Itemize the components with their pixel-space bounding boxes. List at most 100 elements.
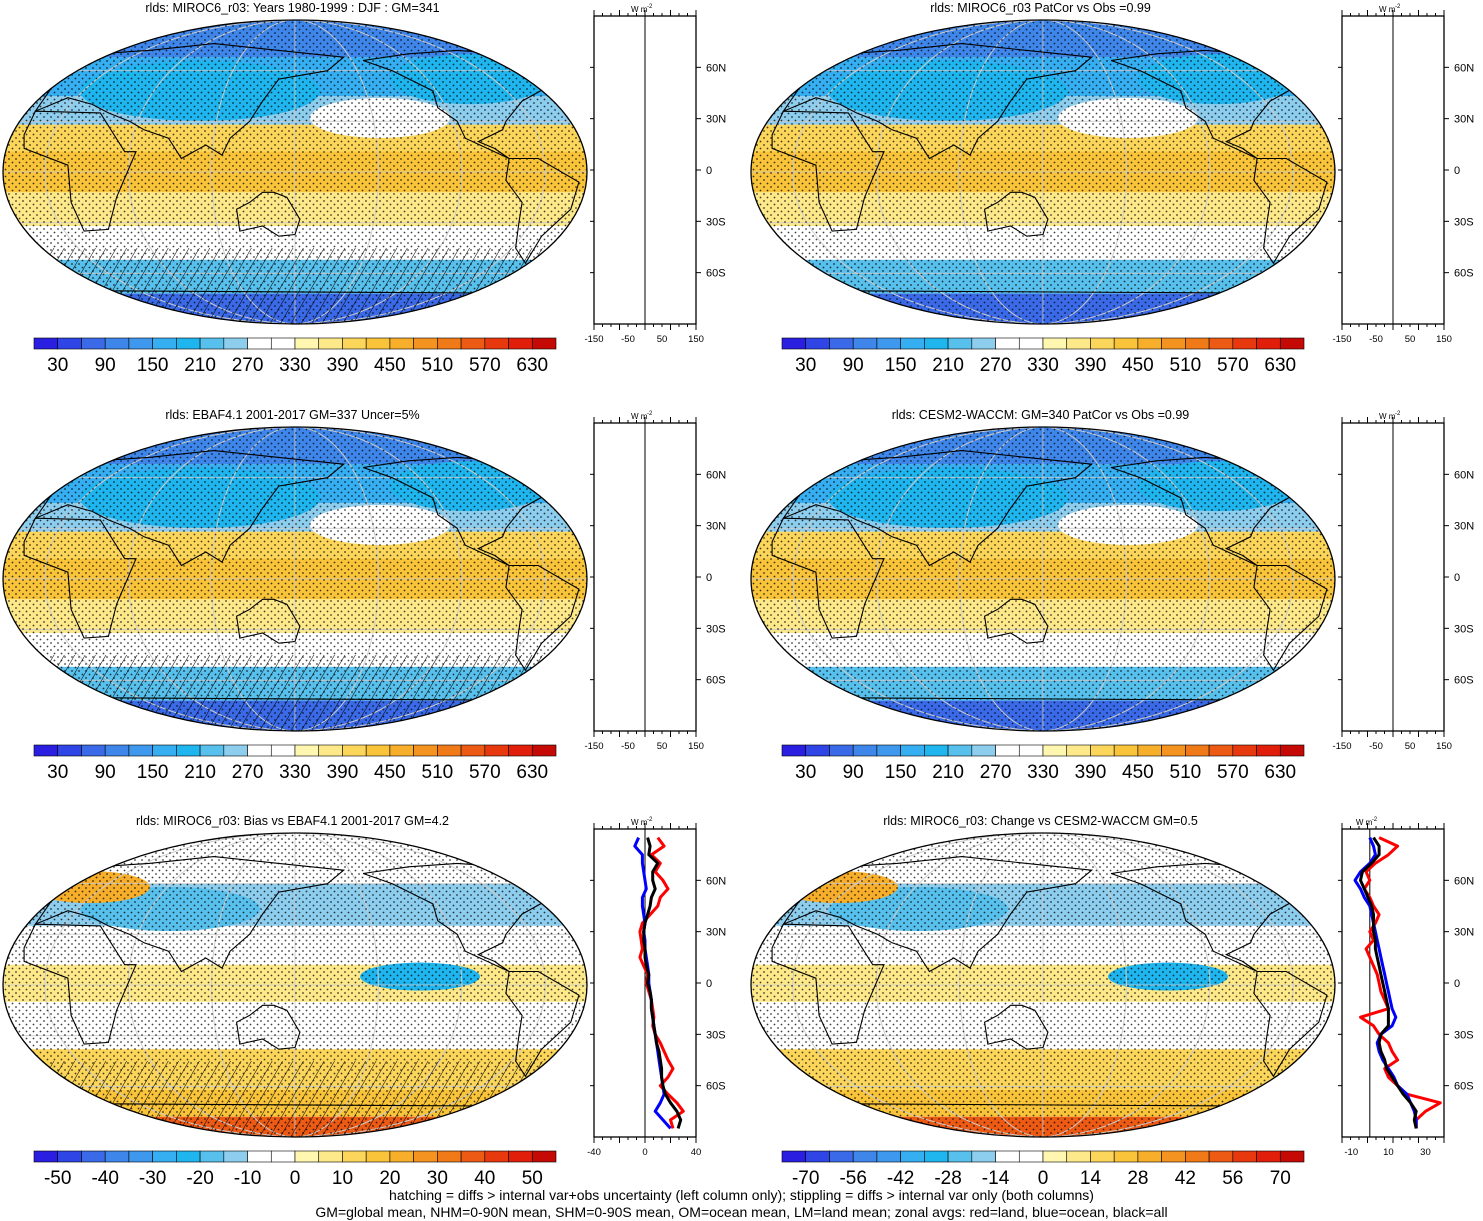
australia-outline <box>235 191 301 237</box>
eurasia-outline <box>781 856 1094 973</box>
zonal-axes: W m -2 60N 30N 0 30S 60S -150 -50 50 150 <box>1332 411 1474 752</box>
colorbar-tick-label: 570 <box>1217 355 1249 376</box>
hatching-overlay <box>3 248 587 324</box>
panel-title: rlds: MIROC6_r03: Change vs CESM2-WACCM … <box>883 814 1198 828</box>
colorbar-swatch <box>1185 337 1210 350</box>
zonal-x-tick-label: 50 <box>657 741 668 752</box>
zonal-x-tick-label: 50 <box>1405 334 1416 345</box>
lat-tick-label: 60S <box>706 268 726 280</box>
zonal-x-tick-label: 10 <box>1383 1147 1394 1158</box>
zonal-series-line <box>1353 837 1418 1129</box>
map-border <box>2 832 588 1138</box>
colorbar-swatch <box>995 1150 1020 1163</box>
colorbar-swatch <box>247 1150 272 1163</box>
lat-tick-label: 30N <box>706 521 726 533</box>
lat-tick-label: 30S <box>1454 216 1474 228</box>
colorbar-swatch <box>1137 744 1162 757</box>
stippling-overlay <box>751 427 1335 731</box>
map-border <box>2 19 588 325</box>
lat-tick-label: 0 <box>1454 572 1460 584</box>
zonal-series-line <box>1359 836 1442 1129</box>
map-field <box>3 20 587 324</box>
colorbar-tick-label: 450 <box>374 355 406 376</box>
colorbar-tick-label: 330 <box>279 762 311 783</box>
zonal-x-tick-label: -50 <box>621 334 635 345</box>
colorbar-swatch <box>128 337 153 350</box>
zonal-x-tick-label: 40 <box>691 1147 702 1158</box>
panel-change: rlds: MIROC6_r03: Change vs CESM2-WACCM … <box>748 813 1483 1218</box>
colorbar: 30 90 150 210 270 330 390 450 510 570 630 <box>33 744 557 783</box>
panel-reference-model: rlds: CESM2-WACCM: GM=340 PatCor vs Obs … <box>748 407 1483 812</box>
colorbar-swatch <box>947 744 973 757</box>
eurasia-outline <box>33 450 346 567</box>
colorbar-swatch <box>104 744 130 757</box>
colorbar-tick-label: -14 <box>982 1168 1010 1189</box>
colorbar-swatch <box>389 744 414 757</box>
zonal-units-label: W m <box>631 5 648 14</box>
lat-tick-label: 60N <box>706 62 726 74</box>
colorbar-swatch <box>152 337 177 350</box>
colorbar-tick-label: 630 <box>516 762 548 783</box>
colorbar-swatch <box>270 744 296 757</box>
colorbar-tick-label: 14 <box>1080 1168 1102 1189</box>
map-field <box>751 427 1335 731</box>
colorbar-swatch <box>1113 744 1139 757</box>
colorbar-tick-label: 210 <box>932 762 964 783</box>
footer-note-means: GM=global mean, NHM=0-90N mean, SHM=0-90… <box>315 1204 1168 1220</box>
lat-tick-label: 60N <box>1454 469 1474 481</box>
colorbar: 30 90 150 210 270 330 390 450 510 570 630 <box>33 337 557 376</box>
colorbar-swatch <box>1042 1150 1068 1163</box>
colorbar-swatch <box>805 744 830 757</box>
lat-tick-label: 30S <box>1454 1029 1474 1041</box>
lat-tick-label: 0 <box>1454 978 1460 990</box>
colorbar-tick-label: 390 <box>327 762 359 783</box>
africa-outline <box>771 517 885 639</box>
colorbar-swatch <box>152 744 177 757</box>
colorbar-tick-label: 510 <box>1170 762 1202 783</box>
colorbar-swatch <box>199 337 225 350</box>
zonal-units-exponent: -2 <box>1395 411 1401 417</box>
africa-outline <box>771 923 885 1045</box>
colorbar-swatch <box>829 1150 854 1163</box>
zonal-x-tick-label: -50 <box>621 741 635 752</box>
colorbar-swatch <box>1232 744 1257 757</box>
colorbar-swatch <box>531 1150 557 1163</box>
colorbar-swatch <box>128 744 153 757</box>
hatching-overlay <box>3 655 587 731</box>
zonal-axes: W m -2 60N 30N 0 30S 60S -10 10 30 <box>1338 817 1474 1158</box>
lat-tick-label: 0 <box>706 572 712 584</box>
colorbar: 30 90 150 210 270 330 390 450 510 570 630 <box>781 337 1305 376</box>
colorbar-tick-label: 270 <box>980 762 1012 783</box>
colorbar-tick-label: 270 <box>232 762 264 783</box>
colorbar-swatch <box>318 1150 343 1163</box>
colorbar-tick-label: 390 <box>327 355 359 376</box>
map-border <box>750 19 1336 325</box>
colorbar-tick-label: 30 <box>427 1168 448 1189</box>
colorbar-swatch <box>971 744 996 757</box>
colorbar-tick-label: 10 <box>332 1168 353 1189</box>
colorbar-tick-label: 42 <box>1175 1168 1196 1189</box>
zonal-x-tick-label: -150 <box>1332 741 1351 752</box>
colorbar-swatch <box>57 1150 82 1163</box>
zonal-mean-plot: W m -2 60N 30N 0 30S 60S -150 -50 50 150 <box>1332 411 1474 752</box>
stippling-overlay <box>751 833 1335 1137</box>
zonal-units-label: W m <box>1379 412 1396 421</box>
colorbar-tick-label: 210 <box>184 355 216 376</box>
panel-title: rlds: MIROC6_r03: Years 1980-1999 : DJF … <box>145 1 440 15</box>
colorbar-tick-label: 90 <box>95 762 116 783</box>
colorbar-swatch <box>57 744 82 757</box>
colorbar-swatch <box>104 337 130 350</box>
zonal-axes: W m -2 60N 30N 0 30S 60S -150 -50 50 150 <box>584 411 726 752</box>
colorbar-swatch <box>995 337 1020 350</box>
colorbar-tick-label: -40 <box>91 1168 118 1189</box>
colorbar-tick-label: 90 <box>95 355 116 376</box>
map-field <box>3 427 587 731</box>
lat-tick-label: 30S <box>1454 623 1474 635</box>
colorbar-swatch <box>176 337 201 350</box>
colorbar-tick-label: -56 <box>839 1168 866 1189</box>
panel-title: rlds: MIROC6_r03: Bias vs EBAF4.1 2001-2… <box>136 814 449 828</box>
colorbar-tick-label: -20 <box>186 1168 213 1189</box>
colorbar-swatch <box>781 337 807 350</box>
australia-outline <box>235 1004 301 1050</box>
colorbar-tick-label: -42 <box>887 1168 914 1189</box>
